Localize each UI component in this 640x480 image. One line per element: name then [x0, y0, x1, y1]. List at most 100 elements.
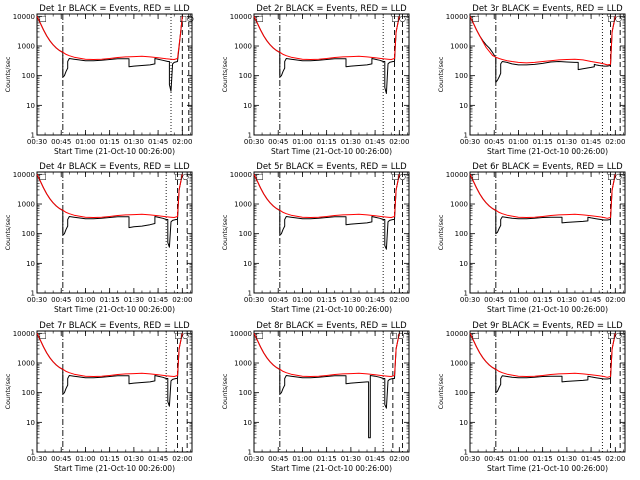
chart-panel-6: Det 6r BLACK = Events, RED = LLD Counts/s…: [437, 162, 626, 314]
x-tick-label: 01:30: [341, 296, 361, 304]
y-tick-label: 10000: [13, 330, 35, 338]
x-tick-label: 02:00: [605, 296, 625, 304]
x-tick-label: 01:00: [292, 296, 312, 304]
chart-panel-1: Det 1r BLACK = Events, RED = LLD Counts/s…: [4, 4, 194, 156]
x-tick-label: 00:45: [51, 138, 71, 146]
y-axis-label: Counts/sec: [437, 214, 445, 250]
x-tick-label: 01:00: [292, 138, 312, 146]
y-axis-label: Counts/sec: [437, 56, 445, 92]
chart-title: Det 6r BLACK = Events, RED = LLD: [472, 162, 623, 172]
marker-right: □○: [391, 172, 406, 181]
x-tick-label: 00:30: [460, 296, 480, 304]
x-axis-label: Start Time (21-Oct-10 00:26:00): [271, 305, 392, 314]
series-line-lld: [253, 16, 400, 60]
marker-left: □: [472, 14, 480, 23]
y-tick-label: 10000: [446, 13, 468, 21]
x-tick-label: 01:30: [557, 296, 577, 304]
y-tick-label: 1: [31, 290, 35, 298]
y-tick-label: 1000: [234, 43, 252, 51]
plot-frame: [469, 330, 626, 453]
y-tick-label: 10000: [13, 13, 35, 21]
marker-left: □: [256, 331, 264, 340]
y-tick-label: 1000: [234, 360, 252, 368]
x-tick-label: 00:45: [268, 138, 288, 146]
x-tick-label: 02:00: [389, 455, 409, 463]
series-line-events: [253, 174, 400, 250]
x-axis-label: Start Time (21-Oct-10 00:26:00): [54, 464, 175, 473]
series-line-lld: [253, 174, 400, 218]
plot-frame: [36, 330, 193, 453]
series-line-lld: [469, 16, 616, 66]
series-line-lld: [469, 174, 616, 219]
x-tick-label: 01:00: [508, 296, 528, 304]
x-tick-label: 01:30: [341, 455, 361, 463]
x-tick-label: 02:00: [605, 455, 625, 463]
y-tick-label: 10000: [446, 171, 468, 179]
marker-left: □: [39, 14, 47, 23]
x-tick-label: 01:00: [292, 455, 312, 463]
marker-right: □○: [174, 331, 189, 340]
y-tick-label: 10: [243, 102, 252, 110]
x-tick-label: 01:30: [557, 138, 577, 146]
chart-panel-5: Det 5r BLACK = Events, RED = LLD Counts/s…: [221, 162, 410, 314]
marker-left: □: [472, 172, 480, 181]
plot-frame: [36, 13, 193, 136]
y-tick-label: 1: [31, 449, 35, 457]
x-tick-label: 02:00: [605, 138, 625, 146]
series-line-events: [36, 16, 183, 92]
y-tick-label: 1000: [450, 43, 468, 51]
chart-title: Det 7r BLACK = Events, RED = LLD: [39, 321, 190, 331]
x-tick-label: 01:45: [365, 138, 385, 146]
y-tick-label: 10000: [230, 13, 252, 21]
y-tick-label: 1: [31, 132, 35, 140]
x-tick-label: 01:45: [365, 296, 385, 304]
x-tick-label: 02:00: [172, 455, 192, 463]
x-axis-label: Start Time (21-Oct-10 00:26:00): [271, 147, 392, 156]
y-tick-label: 10000: [230, 171, 252, 179]
y-tick-label: 1000: [17, 360, 35, 368]
y-tick-label: 10: [26, 102, 35, 110]
y-tick-label: 1: [464, 449, 468, 457]
x-tick-label: 00:30: [244, 296, 264, 304]
x-tick-label: 00:30: [460, 455, 480, 463]
y-tick-label: 10: [459, 419, 468, 427]
marker-left: □: [256, 172, 264, 181]
x-tick-label: 00:45: [51, 296, 71, 304]
x-tick-label: 01:15: [100, 455, 120, 463]
chart-title: Det 2r BLACK = Events, RED = LLD: [256, 4, 407, 14]
x-tick-label: 01:30: [341, 138, 361, 146]
chart-panel-2: Det 2r BLACK = Events, RED = LLD Counts/s…: [221, 4, 410, 156]
chart-title: Det 4r BLACK = Events, RED = LLD: [39, 162, 190, 172]
series-line-events: [36, 333, 183, 407]
series-line-lld: [36, 16, 183, 60]
y-axis-label: Counts/sec: [221, 214, 229, 250]
x-tick-label: 00:30: [244, 138, 264, 146]
x-tick-label: 00:30: [460, 138, 480, 146]
x-tick-label: 01:00: [508, 138, 528, 146]
series-line-events: [469, 333, 616, 394]
y-tick-label: 1: [248, 290, 252, 298]
series-line-events: [253, 333, 400, 439]
x-tick-label: 01:00: [75, 296, 95, 304]
y-tick-label: 1: [248, 449, 252, 457]
series-line-events: [469, 16, 616, 83]
marker-right: □○: [179, 14, 194, 23]
series-line-lld: [253, 333, 400, 377]
y-tick-label: 100: [22, 389, 35, 397]
x-tick-label: 01:00: [75, 138, 95, 146]
plot-frame: [253, 330, 410, 453]
marker-right: □○: [607, 331, 622, 340]
chart-title: Det 9r BLACK = Events, RED = LLD: [472, 321, 623, 331]
x-tick-label: 02:00: [389, 138, 409, 146]
y-axis-label: Counts/sec: [221, 56, 229, 92]
x-axis-label: Start Time (21-Oct-10 00:26:00): [487, 305, 608, 314]
marker-right: □○: [390, 331, 405, 340]
series-line-events: [253, 16, 400, 94]
chart-panel-8: Det 8r BLACK = Events, RED = LLD Counts/s…: [221, 321, 410, 473]
marker-right: □○: [391, 14, 406, 23]
x-tick-label: 01:15: [100, 138, 120, 146]
series-line-events: [469, 174, 616, 235]
series-line-events: [36, 174, 183, 248]
y-tick-label: 1: [464, 132, 468, 140]
x-tick-label: 01:15: [533, 455, 553, 463]
